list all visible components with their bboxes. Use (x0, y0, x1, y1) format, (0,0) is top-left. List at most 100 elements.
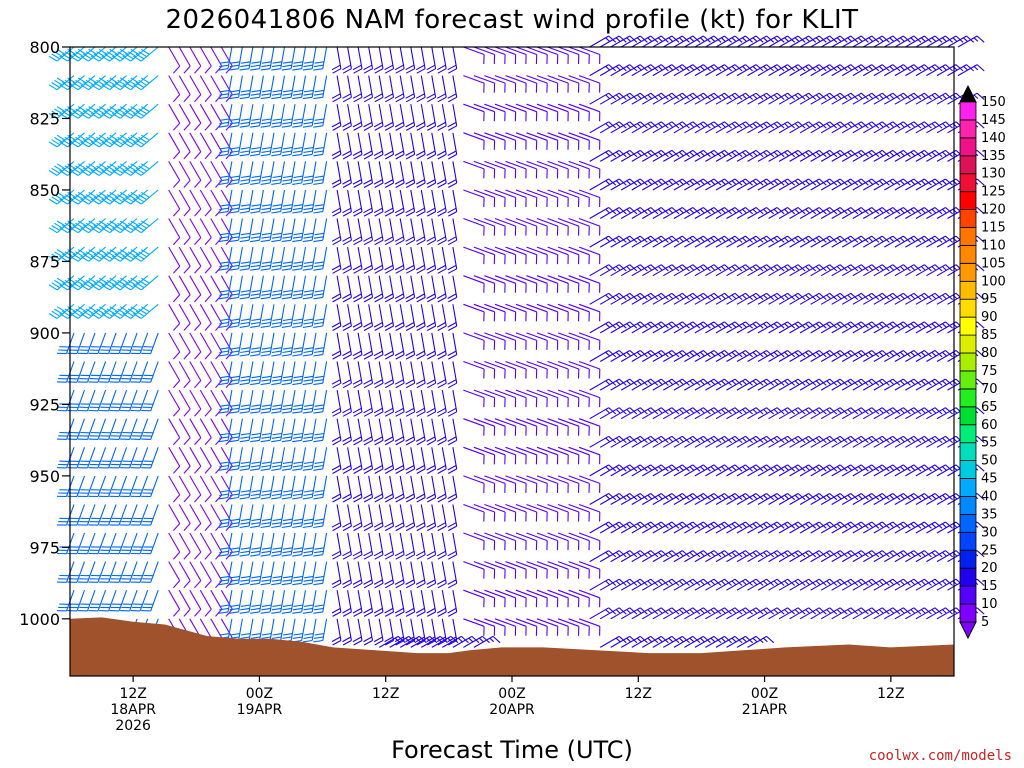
wind-barb (463, 561, 485, 579)
barb-half-feather (626, 351, 631, 357)
barb-shaft (526, 332, 548, 341)
barb-shaft (168, 103, 181, 124)
wind-barb (189, 46, 202, 74)
barb-shaft (269, 361, 275, 384)
wind-barb (394, 75, 405, 103)
barb-feather (141, 48, 150, 55)
wind-barb (178, 132, 191, 160)
barb-feather (261, 432, 272, 436)
barb-shaft (547, 503, 569, 513)
barb-shaft (168, 361, 181, 381)
wind-barb (178, 103, 191, 131)
barb-feather (230, 375, 240, 379)
wind-barb (168, 361, 181, 389)
barb-feather (331, 550, 341, 557)
wind-barb (302, 218, 317, 243)
wind-barb (405, 75, 416, 103)
barb-shaft (452, 618, 458, 641)
barb-feather (314, 118, 325, 121)
barb-half-feather (605, 580, 610, 585)
barb-shaft (139, 332, 149, 354)
barb-feather (122, 112, 132, 119)
barb-feather (405, 554, 415, 560)
barb-shaft (119, 132, 138, 148)
barb-shaft (322, 189, 328, 212)
barb-shaft (399, 361, 405, 384)
wind-barb (363, 475, 374, 503)
barb-feather (405, 611, 415, 617)
barb-shaft (88, 160, 106, 176)
barb-shaft (336, 361, 342, 384)
barb-shaft (178, 561, 191, 581)
wind-barb (101, 218, 127, 234)
barb-feather (415, 550, 425, 557)
wind-barb (447, 104, 458, 131)
barb-feather (204, 465, 212, 474)
barb-feather (282, 633, 293, 636)
barb-feather (447, 150, 457, 156)
barb-half-feather (626, 380, 631, 385)
barb-feather (183, 494, 191, 503)
barb-feather (194, 151, 202, 160)
barb-shaft (259, 504, 264, 527)
barb-feather (292, 525, 302, 529)
barb-feather (384, 611, 394, 617)
barb-feather (405, 522, 415, 528)
barb-shaft (199, 189, 212, 210)
barb-feather (384, 497, 394, 503)
wind-barb (415, 561, 426, 589)
barb-shaft (168, 189, 181, 210)
wind-barb (189, 418, 202, 446)
barb-shaft (199, 504, 212, 524)
barb-feather (303, 493, 313, 497)
barb-feather (229, 121, 240, 125)
barb-feather (363, 607, 373, 614)
barb-shaft (347, 504, 352, 527)
wind-barb (463, 475, 485, 493)
barb-feather (138, 279, 147, 286)
barb-feather (219, 407, 229, 411)
barb-shaft (108, 590, 117, 612)
wind-barb (415, 304, 426, 331)
barb-shaft (301, 132, 307, 155)
barb-feather (122, 284, 132, 291)
barb-shaft (357, 561, 363, 584)
barb-feather (230, 118, 240, 121)
wind-barb (67, 332, 86, 355)
wind-barb (48, 160, 75, 176)
wind-barb (363, 447, 374, 474)
barb-feather (281, 239, 292, 243)
wind-barb (199, 361, 212, 389)
barb-feather (260, 153, 271, 157)
barb-feather (447, 579, 457, 585)
barb-shaft (290, 104, 296, 126)
barb-feather (363, 150, 373, 156)
barb-shaft (269, 189, 275, 212)
wind-barb (394, 590, 405, 617)
wind-barb (271, 361, 286, 386)
barb-shaft (129, 418, 138, 440)
barb-shaft (280, 189, 286, 212)
barb-shaft (336, 561, 342, 584)
barb-half-feather (689, 180, 695, 185)
barb-feather (120, 163, 129, 170)
barb-shaft (463, 246, 485, 256)
wind-barb (473, 389, 496, 408)
wind-barb (218, 390, 233, 414)
wind-barb (384, 247, 395, 274)
barb-shaft (97, 447, 107, 469)
barb-feather (405, 497, 415, 503)
barb-shaft (557, 503, 579, 513)
barb-feather (436, 179, 446, 185)
barb-half-feather (489, 637, 495, 643)
barb-feather (88, 220, 98, 227)
barb-feather (436, 522, 446, 528)
barb-shaft (238, 561, 243, 584)
barb-feather (67, 306, 76, 313)
wind-barb (447, 504, 458, 532)
barb-feather (436, 293, 446, 299)
barb-shaft (178, 246, 191, 267)
wind-barb (271, 218, 286, 243)
barb-half-feather (679, 552, 684, 557)
barb-feather (427, 640, 436, 646)
